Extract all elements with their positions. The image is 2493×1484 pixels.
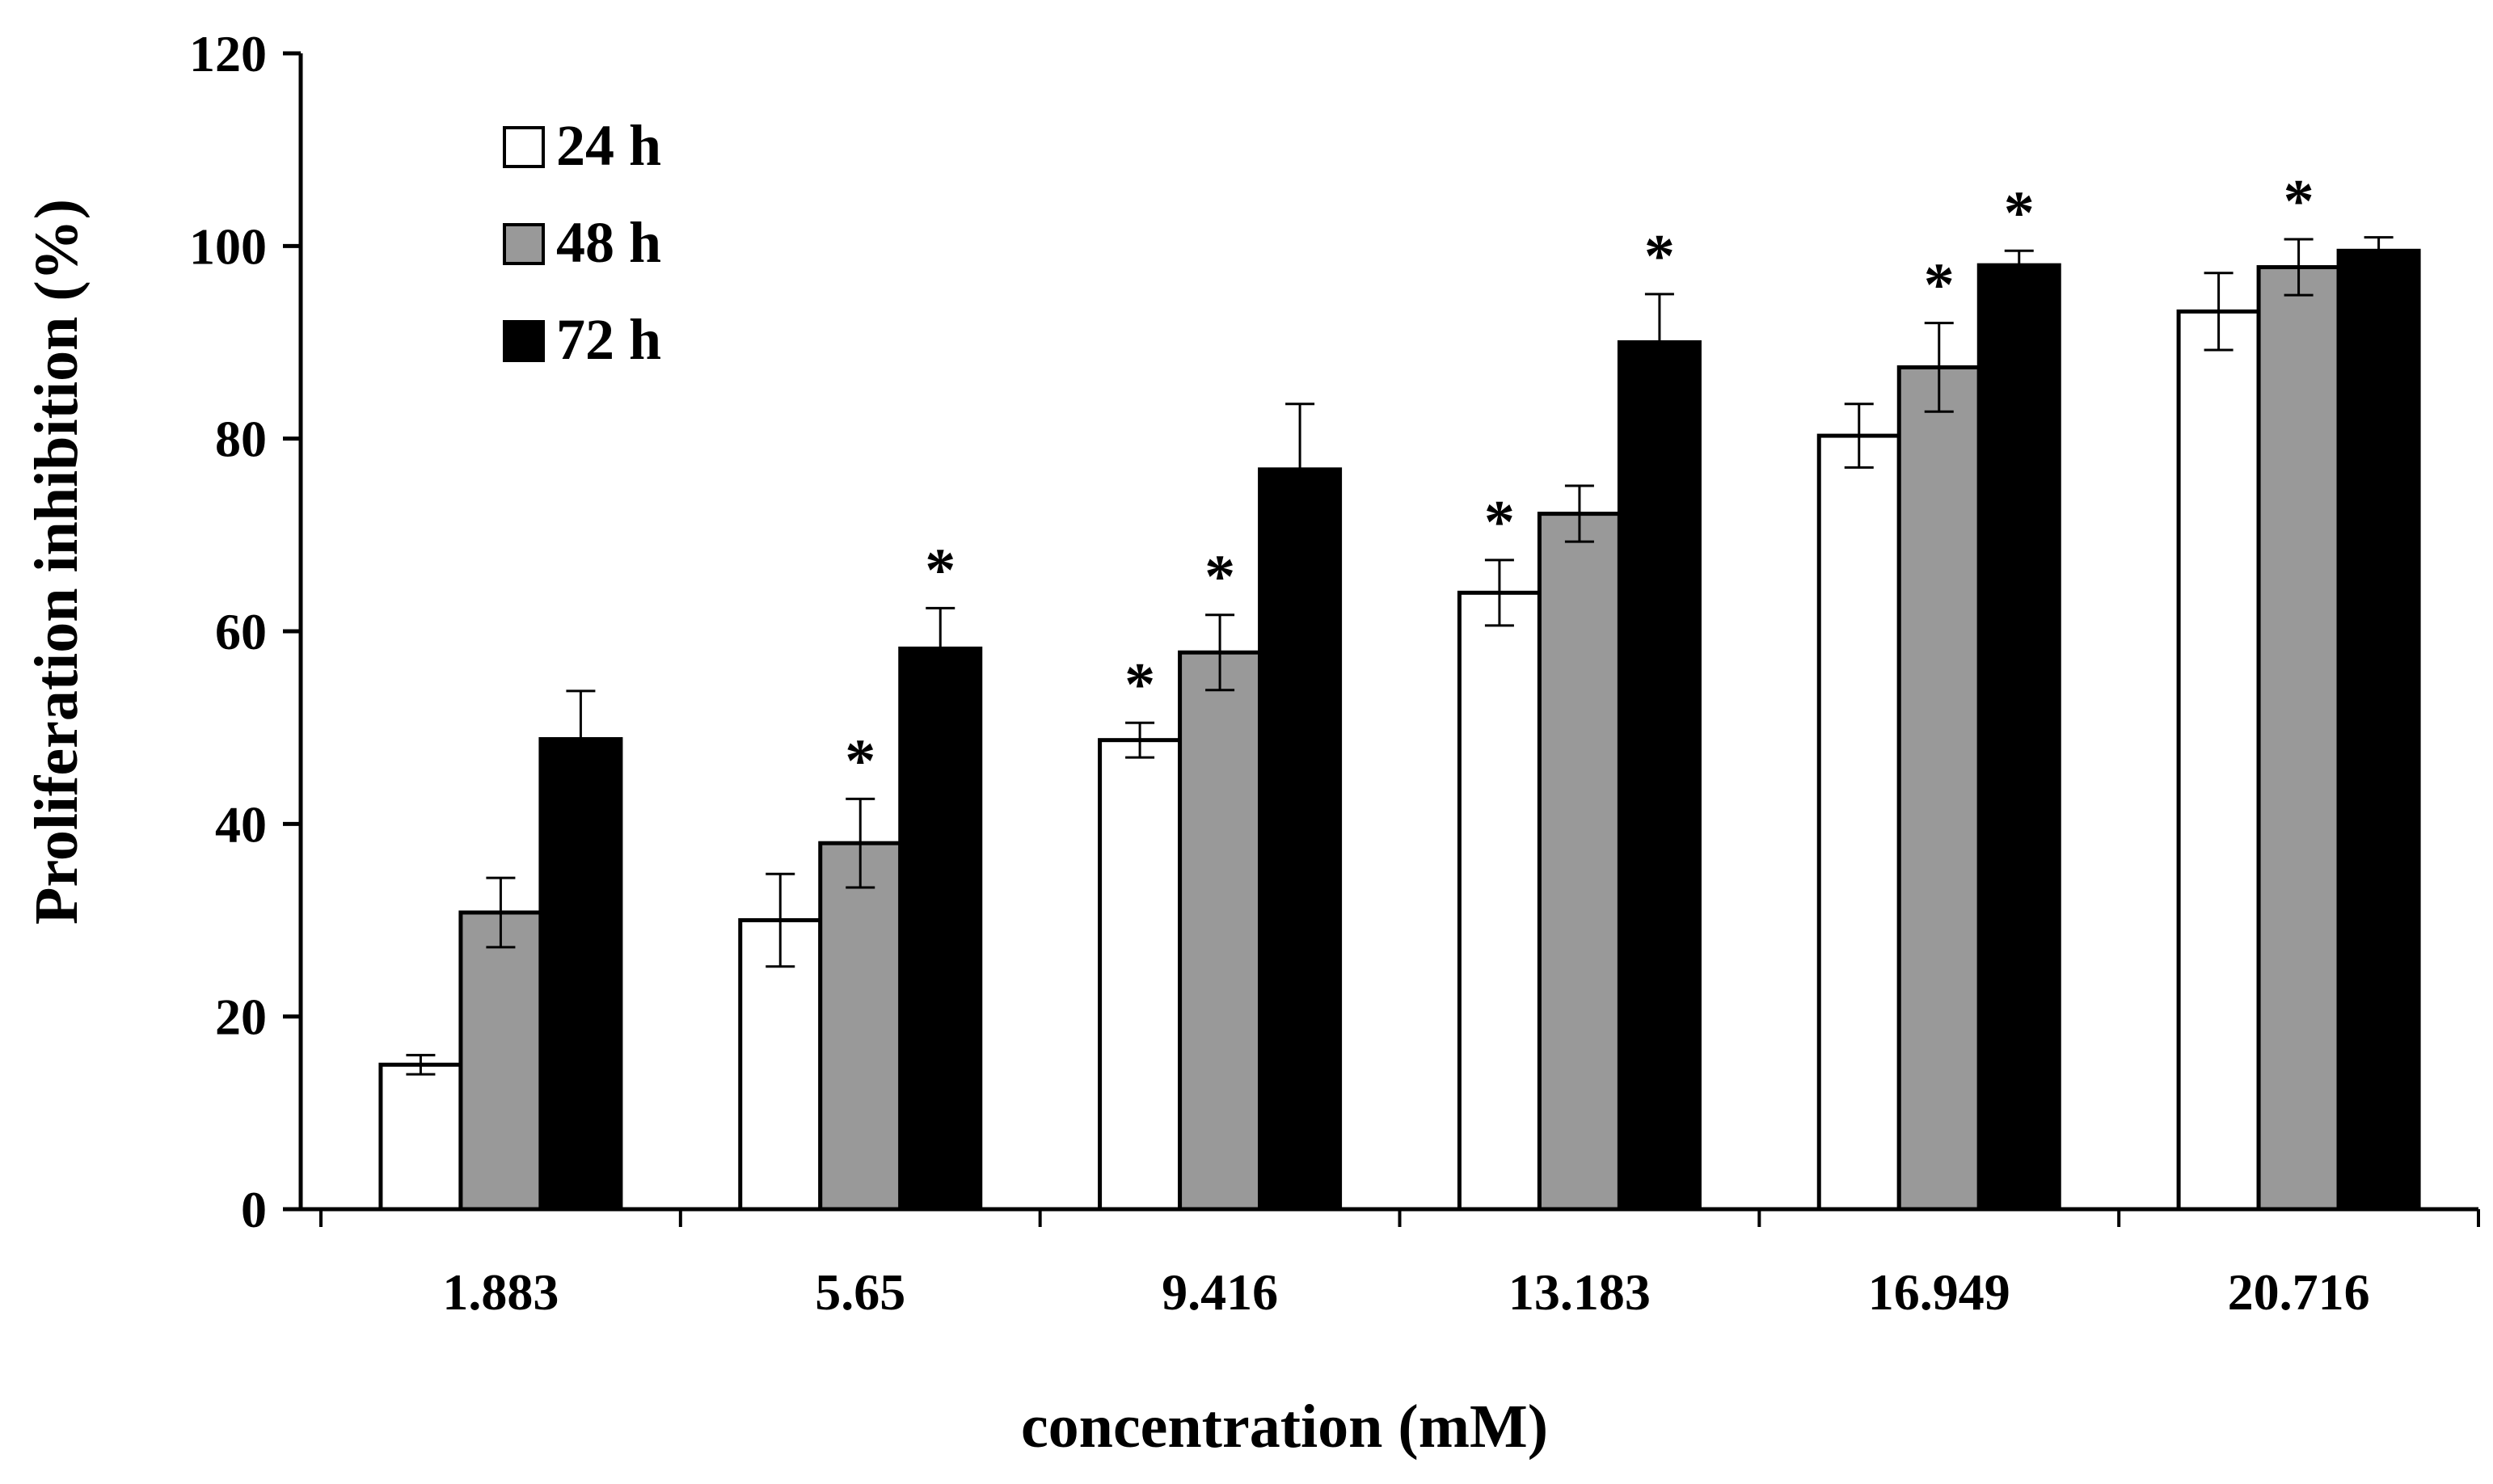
significance-markers: * * * * * * * * * bbox=[845, 167, 2314, 795]
significance-star: * bbox=[1204, 543, 1235, 611]
significance-star: * bbox=[1644, 222, 1675, 290]
significance-star: * bbox=[1484, 488, 1515, 556]
legend-swatch-72h bbox=[503, 320, 545, 362]
x-tick-label: 1.883 bbox=[442, 1263, 559, 1321]
bar-48h-9.416 bbox=[1178, 650, 1263, 1212]
significance-star: * bbox=[1124, 651, 1155, 719]
bars bbox=[378, 248, 2421, 1212]
legend-swatch-48h bbox=[503, 223, 545, 265]
legend-label: 72 h bbox=[556, 307, 661, 372]
bar-48h-13.183 bbox=[1537, 512, 1622, 1212]
bar-48h-1.883 bbox=[458, 910, 543, 1212]
bar-72h-5.65 bbox=[898, 646, 983, 1212]
significance-star: * bbox=[845, 727, 875, 795]
y-tick-label: 60 bbox=[215, 603, 267, 660]
bar-72h-20.716 bbox=[2336, 248, 2421, 1212]
bar-48h-20.716 bbox=[2256, 265, 2341, 1212]
significance-star: * bbox=[1924, 251, 1955, 319]
y-tick-label: 120 bbox=[189, 25, 267, 82]
bar-72h-16.949 bbox=[1976, 263, 2061, 1212]
tick-labels: 0 20 40 60 80 100 120 1.883 5.65 9.416 13.183 16.94… bbox=[189, 25, 2370, 1321]
axes bbox=[283, 51, 2480, 1227]
bar-24h-5.65 bbox=[738, 918, 823, 1212]
bar-24h-9.416 bbox=[1098, 738, 1183, 1212]
significance-star: * bbox=[2004, 179, 2035, 247]
error-bars bbox=[406, 236, 2394, 1076]
significance-star: * bbox=[925, 536, 955, 604]
x-tick-label: 13.183 bbox=[1508, 1263, 1651, 1321]
bar-72h-9.416 bbox=[1258, 467, 1343, 1212]
legend-label: 48 h bbox=[556, 210, 661, 275]
bar-24h-16.949 bbox=[1816, 433, 1901, 1212]
bar-24h-1.883 bbox=[378, 1062, 463, 1212]
y-tick-label: 80 bbox=[215, 411, 267, 468]
x-tick-label: 5.65 bbox=[815, 1263, 905, 1321]
bar-48h-16.949 bbox=[1896, 365, 1981, 1212]
legend-swatch-24h bbox=[503, 126, 545, 168]
y-tick-label: 100 bbox=[189, 217, 267, 275]
x-tick-label: 9.416 bbox=[1162, 1263, 1278, 1321]
y-axis-title: Proliferation inhibition (%) bbox=[23, 199, 91, 925]
bar-72h-13.183 bbox=[1617, 340, 1702, 1212]
x-tick-label: 16.949 bbox=[1868, 1263, 2010, 1321]
legend: 24 h 48 h 72 h bbox=[503, 113, 661, 372]
y-tick-label: 0 bbox=[241, 1181, 267, 1238]
y-tick-label: 20 bbox=[215, 989, 267, 1046]
legend-label: 24 h bbox=[556, 113, 661, 178]
y-tick-label: 40 bbox=[215, 795, 267, 853]
x-axis-title: concentration (mM) bbox=[1021, 1393, 1548, 1461]
bar-72h-1.883 bbox=[538, 736, 623, 1212]
significance-star: * bbox=[2284, 167, 2314, 235]
bar-48h-5.65 bbox=[818, 841, 903, 1212]
bar-24h-20.716 bbox=[2176, 309, 2261, 1212]
x-tick-label: 20.716 bbox=[2228, 1263, 2370, 1321]
bar-24h-13.183 bbox=[1457, 590, 1542, 1212]
